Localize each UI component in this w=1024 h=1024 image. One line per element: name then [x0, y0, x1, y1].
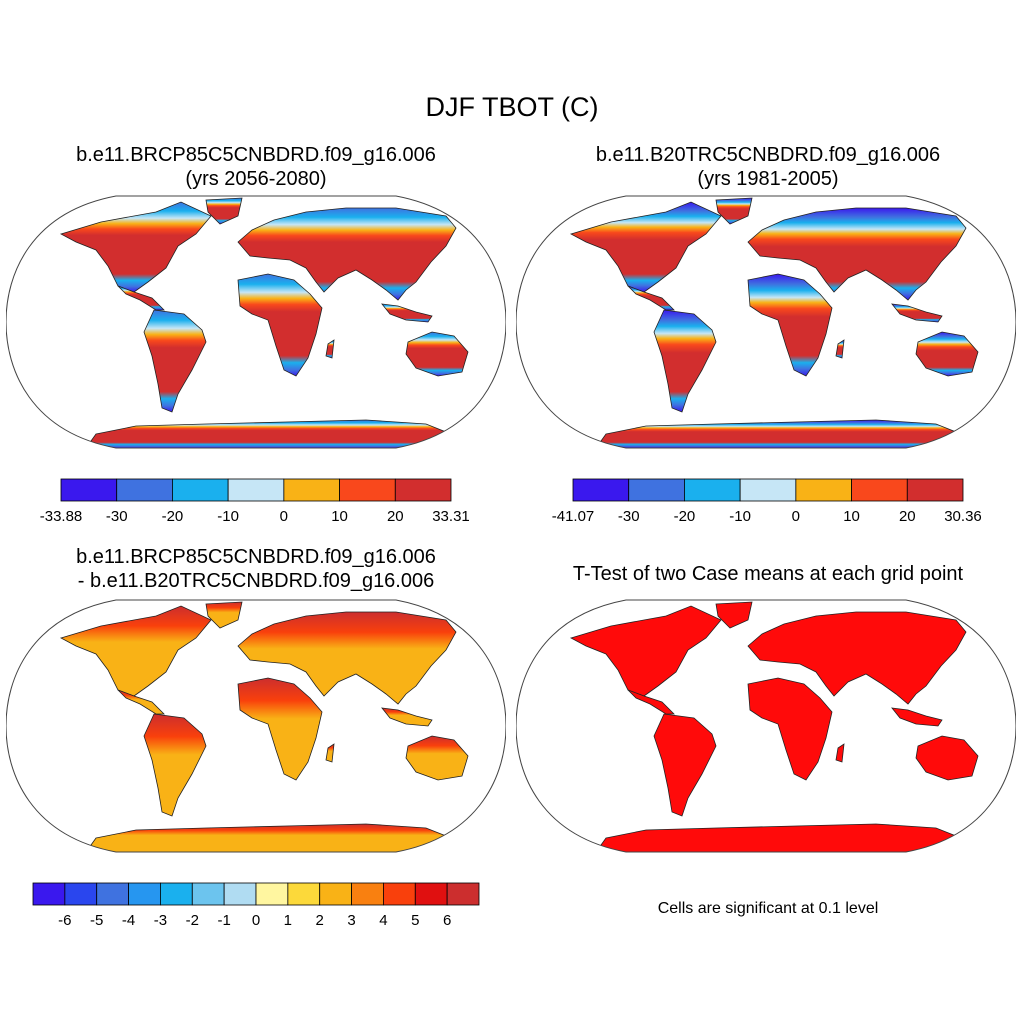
- colorbar-3-label: 4: [379, 912, 387, 929]
- colorbar-2-label: -10: [729, 508, 751, 525]
- colorbar-3-label: -6: [58, 912, 71, 929]
- colorbar-1-label: 33.31: [432, 508, 470, 525]
- colorbar-3-label: -4: [122, 912, 135, 929]
- colorbar-3-swatch-11: [383, 882, 416, 906]
- colorbar-1-label: -10: [217, 508, 239, 525]
- colorbar-3-swatch-1: [64, 882, 98, 906]
- significance-note: Cells are significant at 0.1 level: [657, 900, 879, 917]
- colorbar-3-swatch-3: [128, 882, 161, 906]
- panel-3-title: b.e11.BRCP85C5CNBDRD.f09_g16.006 - b.e11…: [0, 545, 512, 593]
- colorbar-1: -33.88 -30 -20 -10 0 10 20 33.31: [40, 478, 470, 525]
- colorbar-2-label: 30.36: [944, 508, 982, 525]
- colorbar-1-label: -30: [106, 508, 128, 525]
- colorbar-3-label: 2: [316, 912, 324, 929]
- colorbar-1-swatch-3: [227, 478, 285, 502]
- colorbar-2-swatch-5: [851, 478, 908, 502]
- colorbar-2-swatch-3: [739, 478, 797, 502]
- colorbar-3-label: -1: [217, 912, 230, 929]
- colorbar-3-swatch-2: [96, 882, 129, 906]
- colorbar-1-label: 20: [387, 508, 404, 525]
- panel-2-case-name: b.e11.B20TRC5CNBDRD.f09_g16.006: [595, 144, 941, 166]
- colorbar-1-label: 0: [280, 508, 288, 525]
- colorbar-3-swatch-6: [223, 882, 257, 906]
- panel-2-title: b.e11.B20TRC5CNBDRD.f09_g16.006 (yrs 198…: [512, 143, 1024, 191]
- colorbar-1-swatch-5: [339, 478, 396, 502]
- main-title: DJF TBOT (C): [425, 92, 599, 122]
- colorbar-3-label: 6: [443, 912, 451, 929]
- colorbar-3-swatch-9: [319, 882, 352, 906]
- t-test-significance-map: [516, 599, 1016, 853]
- colorbar-1-swatch-4: [283, 478, 340, 502]
- colorbar-3-swatch-0: [32, 882, 66, 906]
- colorbar-2-label: -30: [618, 508, 640, 525]
- colorbar-3-label: -3: [154, 912, 167, 929]
- colorbar-3-label: 3: [347, 912, 355, 929]
- colorbar-1-swatch-6: [394, 478, 452, 502]
- colorbar-3-swatch-8: [287, 882, 321, 906]
- historical-temperature-map: [516, 195, 1016, 449]
- colorbar-3-label: 5: [411, 912, 419, 929]
- colorbar-1-label: 10: [331, 508, 348, 525]
- future-temperature-map: [6, 195, 506, 449]
- colorbar-3-swatch-13: [446, 882, 480, 906]
- colorbar-3-swatch-5: [191, 882, 225, 906]
- panel-1-years: (yrs 2056-2080): [185, 168, 327, 190]
- colorbar-3-swatch-10: [351, 882, 384, 906]
- colorbar-2-swatch-0: [572, 478, 630, 502]
- difference-temperature-map: [6, 599, 506, 853]
- colorbar-3-label: 0: [252, 912, 260, 929]
- colorbar-3-label: -5: [90, 912, 103, 929]
- colorbar-3-swatch-12: [414, 882, 448, 906]
- colorbar-1-swatch-2: [172, 478, 229, 502]
- colorbar-3-swatch-4: [160, 882, 193, 906]
- panel-3-case-name: b.e11.BRCP85C5CNBDRD.f09_g16.006: [76, 546, 436, 568]
- colorbar-2-swatch-2: [684, 478, 741, 502]
- colorbar-2-swatch-6: [906, 478, 964, 502]
- panel-1-title: b.e11.BRCP85C5CNBDRD.f09_g16.006 (yrs 20…: [0, 143, 512, 191]
- colorbar-1-label: -33.88: [40, 508, 83, 525]
- colorbar-2-label: -41.07: [552, 508, 595, 525]
- colorbar-1-swatch-0: [60, 478, 118, 502]
- colorbar-1-label: -20: [162, 508, 184, 525]
- colorbar-2-label: 0: [792, 508, 800, 525]
- panel-2-years: (yrs 1981-2005): [697, 168, 839, 190]
- panel-1-case-name: b.e11.BRCP85C5CNBDRD.f09_g16.006: [76, 144, 436, 166]
- panel-3-minus-case-name: - b.e11.B20TRC5CNBDRD.f09_g16.006: [77, 570, 435, 592]
- panel-4-title: T-Test of two Case means at each grid po…: [572, 563, 964, 585]
- colorbar-3-label: 1: [284, 912, 292, 929]
- colorbar-2-label: 10: [843, 508, 860, 525]
- colorbar-2-label: 20: [899, 508, 916, 525]
- colorbar-3-swatch-7: [255, 882, 289, 906]
- colorbar-2-swatch-4: [795, 478, 852, 502]
- colorbar-3-label: -2: [186, 912, 199, 929]
- colorbar-3: -6 -5 -4 -3 -2 -1 0 1 2 3 4 5 6: [32, 882, 480, 929]
- colorbar-1-swatch-1: [116, 478, 173, 502]
- colorbar-2-swatch-1: [628, 478, 685, 502]
- colorbar-2: -41.07 -30 -20 -10 0 10 20 30.36: [552, 478, 982, 525]
- colorbar-2-label: -20: [674, 508, 696, 525]
